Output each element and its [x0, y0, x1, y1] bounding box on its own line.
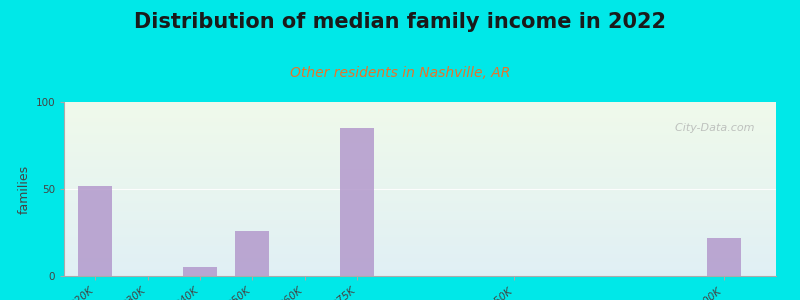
Text: Other residents in Nashville, AR: Other residents in Nashville, AR — [290, 66, 510, 80]
Bar — [340, 128, 374, 276]
Text: City-Data.com: City-Data.com — [668, 123, 754, 133]
Bar — [183, 267, 217, 276]
Bar — [235, 231, 270, 276]
Bar — [78, 185, 113, 276]
Bar — [706, 238, 741, 276]
Text: Distribution of median family income in 2022: Distribution of median family income in … — [134, 12, 666, 32]
Y-axis label: families: families — [18, 164, 31, 214]
